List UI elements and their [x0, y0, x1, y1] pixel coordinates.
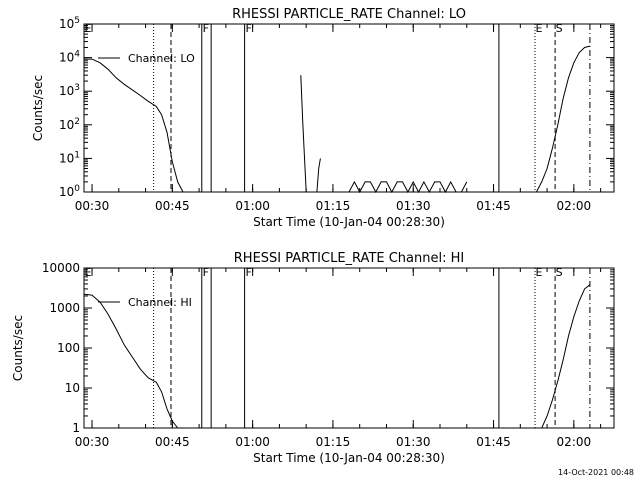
legend-label: Channel: HI: [128, 296, 192, 309]
y-tick-label: 100: [59, 184, 80, 199]
plot-frame: [83, 267, 615, 429]
event-marker-label: F: [245, 22, 251, 35]
y-tick-label: 1: [72, 421, 80, 435]
y-axis-label: Counts/sec: [31, 75, 45, 141]
x-axis-label: Start Time (10-Jan-04 00:28:30): [253, 451, 445, 465]
event-marker-label: E: [536, 22, 543, 35]
y-tick-label: 10000: [42, 261, 80, 275]
x-tick-label: 00:45: [155, 435, 190, 449]
data-series-line: [83, 293, 179, 429]
y-tick-label: 104: [59, 50, 80, 65]
x-tick-label: 01:15: [316, 199, 351, 213]
x-tick-label: 01:45: [476, 199, 511, 213]
event-marker-label: E: [85, 266, 92, 279]
event-marker-label: S: [556, 266, 563, 279]
chart-title: RHESSI PARTICLE_RATE Channel: LO: [232, 7, 466, 22]
data-series-line: [84, 58, 184, 193]
x-tick-label: 01:00: [235, 199, 270, 213]
x-tick-label: 01:00: [235, 435, 270, 449]
x-tick-label: 01:30: [396, 199, 431, 213]
y-axis-label: Counts/sec: [11, 315, 25, 381]
x-tick-label: 00:30: [75, 199, 110, 213]
y-tick-label: 10: [65, 381, 80, 395]
y-tick-label: 1000: [49, 301, 80, 315]
y-tick-label: 102: [59, 117, 80, 132]
data-series-line: [535, 45, 591, 193]
data-series-line: [300, 75, 307, 193]
data-series-line: [316, 158, 321, 193]
event-marker-label: F: [203, 22, 209, 35]
x-tick-label: 00:45: [155, 199, 190, 213]
event-marker-label: F: [203, 266, 209, 279]
x-axis-label: Start Time (10-Jan-04 00:28:30): [253, 215, 445, 229]
x-tick-label: 01:45: [476, 435, 511, 449]
event-marker-label: S: [556, 22, 563, 35]
y-tick-label: 105: [59, 16, 80, 31]
y-tick-label: 100: [57, 341, 80, 355]
legend-label: Channel: LO: [128, 52, 195, 65]
event-marker-label: F: [245, 266, 251, 279]
event-marker-label: E: [536, 266, 543, 279]
x-tick-label: 01:30: [396, 435, 431, 449]
x-tick-label: 02:00: [557, 435, 592, 449]
y-tick-label: 103: [59, 83, 80, 98]
y-tick-label: 101: [59, 150, 80, 165]
x-tick-label: 02:00: [557, 199, 592, 213]
data-series-line: [541, 284, 591, 429]
event-marker-label: E: [85, 22, 92, 35]
x-tick-label: 00:30: [75, 435, 110, 449]
plot-date-footer: 14-Oct-2021 00:48: [558, 468, 634, 477]
plot-frame: [83, 23, 615, 193]
chart-title: RHESSI PARTICLE_RATE Channel: HI: [234, 251, 464, 266]
x-tick-label: 01:15: [316, 435, 351, 449]
data-series-line: [348, 180, 468, 194]
